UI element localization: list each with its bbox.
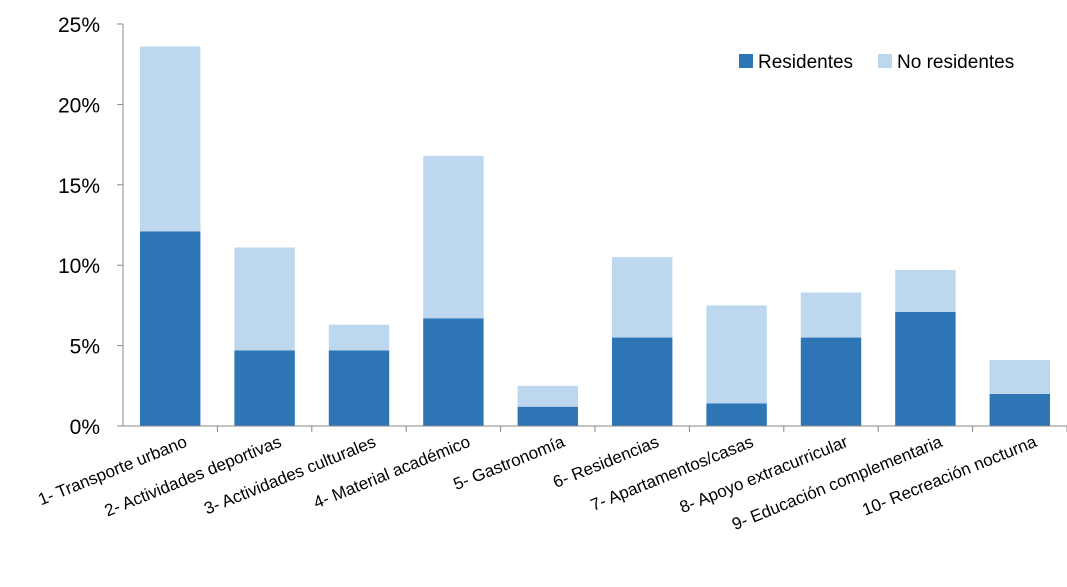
x-category-label: 4- Material académico: [311, 432, 473, 512]
bar-no-residentes-10: [989, 360, 1051, 394]
y-tick-label: 15%: [58, 175, 100, 198]
legend-label-residentes: Residentes: [758, 52, 853, 73]
bar-residentes-8: [800, 337, 862, 426]
bar-no-residentes-4: [423, 155, 484, 319]
legend-swatch-residentes: [739, 54, 753, 68]
bar-residentes-4: [423, 318, 484, 426]
bar-no-residentes-7: [706, 305, 767, 404]
legend: Residentes No residentes: [739, 52, 1014, 73]
y-tick-label: 0%: [70, 416, 100, 439]
bar-residentes-2: [234, 350, 295, 426]
bar-residentes-10: [989, 393, 1051, 426]
bar-no-residentes-5: [517, 385, 579, 407]
y-tick-label: 20%: [58, 94, 100, 117]
y-tick-label: 25%: [58, 14, 100, 37]
bar-no-residentes-3: [328, 324, 390, 351]
bar-residentes-1: [139, 231, 201, 426]
y-tick-label: 5%: [70, 336, 100, 359]
y-tick-label: 10%: [58, 255, 100, 278]
bar-residentes-7: [706, 403, 767, 426]
bar-no-residentes-8: [800, 292, 862, 338]
bar-no-residentes-9: [895, 270, 956, 312]
x-category-label: 3- Actividades culturales: [201, 432, 378, 518]
bar-no-residentes-1: [139, 46, 201, 232]
bars: [139, 46, 1051, 426]
legend-label-no-residentes: No residentes: [897, 52, 1014, 73]
x-category-label: 10- Recreación nocturna: [860, 432, 1040, 520]
bar-residentes-9: [895, 311, 956, 426]
bar-residentes-5: [517, 406, 579, 426]
bar-residentes-3: [328, 350, 390, 426]
x-category-label: 7- Apartamentos/casas: [588, 432, 756, 515]
y-axis: 0% 5% 10% 15% 20% 25%: [58, 14, 124, 439]
legend-swatch-no-residentes: [878, 54, 892, 68]
bar-residentes-6: [611, 337, 673, 426]
bar-no-residentes-2: [234, 247, 295, 351]
x-category-label: 2- Actividades deportivas: [102, 432, 284, 520]
bar-no-residentes-6: [611, 257, 673, 338]
